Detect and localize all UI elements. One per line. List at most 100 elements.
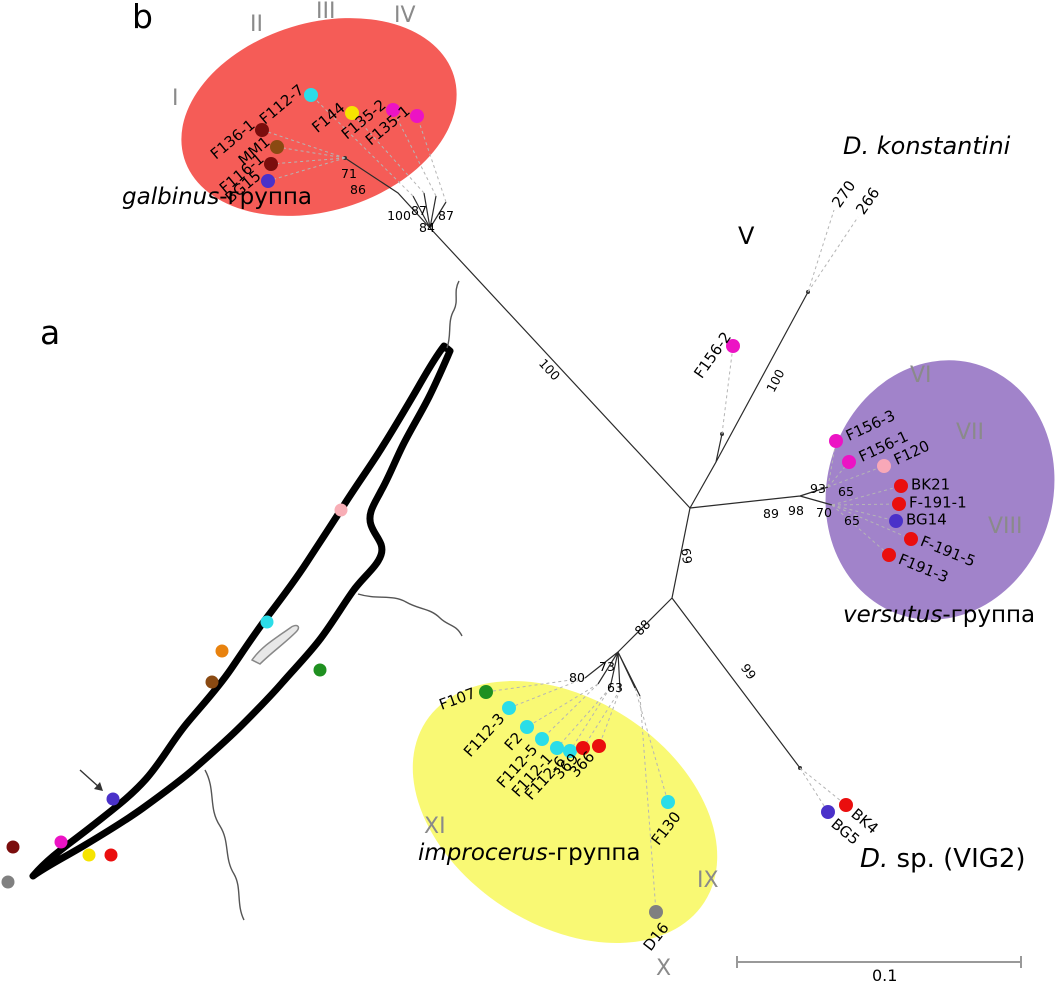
improcerus-group-ellipse — [412, 681, 718, 943]
taxon-dot-F136-1 — [255, 123, 269, 137]
group-name-italic: improcerus — [418, 840, 548, 866]
map-site-dots — [1, 503, 348, 889]
dashed-branch — [270, 157, 346, 165]
clade-numeral-VI: VI — [910, 363, 932, 388]
species-label-vig2: D. sp. (VIG2) — [860, 846, 1026, 872]
olkhon-island — [250, 624, 300, 665]
dashed-branch — [721, 345, 734, 435]
species-name-rest: sp. (VIG2) — [888, 844, 1026, 874]
taxon-dot-F116-1 — [264, 157, 278, 171]
panel-label-b: b — [132, 0, 153, 36]
map-site-dot — [106, 792, 120, 806]
taxon-dot-F135-2 — [386, 103, 400, 117]
group-name-rest: -группа — [547, 840, 641, 866]
dashed-branch — [526, 683, 599, 728]
lake-baikal-map — [29, 280, 463, 921]
taxon-dot-F112-1 — [550, 741, 564, 755]
taxon-label-BG14: BG14 — [906, 510, 947, 529]
dashed-branch — [261, 129, 346, 159]
group-label-improcerus: improcerus-группа — [418, 842, 641, 865]
taxon-dot-F130 — [661, 795, 675, 809]
dashed-branch — [634, 687, 669, 803]
river-north — [446, 280, 460, 349]
dashed-connectors — [261, 94, 912, 913]
dashed-branch — [569, 687, 611, 752]
group-name-italic: galbinus — [122, 184, 220, 210]
scalebar-label: 0.1 — [872, 966, 898, 985]
clade-numeral-III: III — [316, 0, 336, 24]
map-site-dot — [104, 848, 118, 862]
clade-numeral-VII: VII — [956, 420, 985, 445]
dashed-branch — [831, 503, 900, 506]
dashed-branch — [267, 157, 346, 182]
taxon-label-BK21: BK21 — [911, 475, 951, 494]
clade-numeral-IX: IX — [697, 868, 719, 893]
map-site-dot — [6, 840, 20, 854]
taxon-label-F-191-1: F-191-1 — [909, 493, 967, 512]
taxon-dot-MM1 — [270, 140, 284, 154]
group-name-rest: -группа — [219, 184, 312, 210]
taxon-dot-D16 — [649, 905, 663, 919]
clade-numeral-II: II — [250, 12, 263, 37]
species-name-italic: D. konstantini — [843, 132, 1011, 160]
taxon-dot-F112-3 — [502, 701, 516, 715]
dashed-branch — [556, 687, 611, 749]
taxon-dot-BG14 — [889, 514, 903, 528]
group-label-galbinus: galbinus-группа — [122, 186, 312, 209]
map-site-dot — [205, 675, 219, 689]
clade-numeral-VIII: VIII — [988, 514, 1023, 539]
dashed-branch — [392, 109, 437, 197]
branch-konstantini-v — [689, 291, 809, 509]
tree-branches — [344, 157, 833, 769]
dashed-branch — [807, 209, 835, 293]
bootstrap-value: 87 — [411, 202, 427, 218]
clade-numeral-X: X — [656, 956, 672, 981]
bootstrap-value: 84 — [419, 219, 435, 235]
group-name-rest: -группа — [942, 602, 1036, 628]
taxon-dot-F-191-5 — [904, 532, 918, 546]
clade-numeral-I: I — [172, 86, 179, 111]
taxon-dot-BG5 — [821, 805, 835, 819]
bootstrap-value: 73 — [599, 658, 615, 674]
bootstrap-value: 98 — [788, 502, 804, 518]
dashed-branch — [541, 683, 599, 740]
species-label-konstantini: D. konstantini — [843, 134, 1010, 158]
taxon-dot-F2 — [520, 720, 534, 734]
dashed-branch — [508, 677, 586, 709]
bootstrap-value: 89 — [763, 505, 779, 521]
dashed-branch — [831, 504, 897, 522]
taxon-dot-BK21 — [894, 479, 908, 493]
bootstrap-value: 87 — [438, 207, 454, 223]
taxon-dot-BG15 — [261, 174, 275, 188]
taxon-dot-F144 — [345, 106, 359, 120]
dashed-branch — [598, 689, 621, 747]
species-name-italic: D. — [860, 844, 889, 874]
map-arrow-head — [94, 782, 103, 791]
dashed-branch — [639, 695, 657, 913]
taxon-dot-F135-1 — [410, 109, 424, 123]
galbinus-group-ellipse — [181, 18, 457, 216]
taxon-dot-F156-3 — [829, 434, 843, 448]
group-name-italic: versutus — [843, 602, 943, 628]
map-site-dot — [260, 615, 274, 629]
clade-numeral-V: V — [738, 222, 755, 250]
taxon-dot-F-191-1 — [892, 497, 906, 511]
branch-improcerus-vig2 — [584, 507, 801, 769]
taxon-dot-F191-3 — [882, 548, 896, 562]
map-site-dot — [1, 875, 15, 889]
taxon-dot-F112-6 — [563, 744, 577, 758]
bootstrap-value: 86 — [350, 181, 366, 197]
dashed-branch — [827, 440, 837, 488]
river-east — [357, 593, 463, 637]
map-site-dot — [334, 503, 348, 517]
taxon-dot-F112-7 — [304, 88, 318, 102]
taxon-dot-F107 — [479, 685, 493, 699]
bootstrap-value: 80 — [569, 669, 585, 685]
clade-numeral-IV: IV — [394, 3, 416, 28]
map-site-dot — [54, 835, 68, 849]
group-label-versutus: versutus-группа — [843, 604, 1035, 627]
branch-galbinus — [344, 157, 691, 509]
dashed-branch — [831, 504, 912, 540]
